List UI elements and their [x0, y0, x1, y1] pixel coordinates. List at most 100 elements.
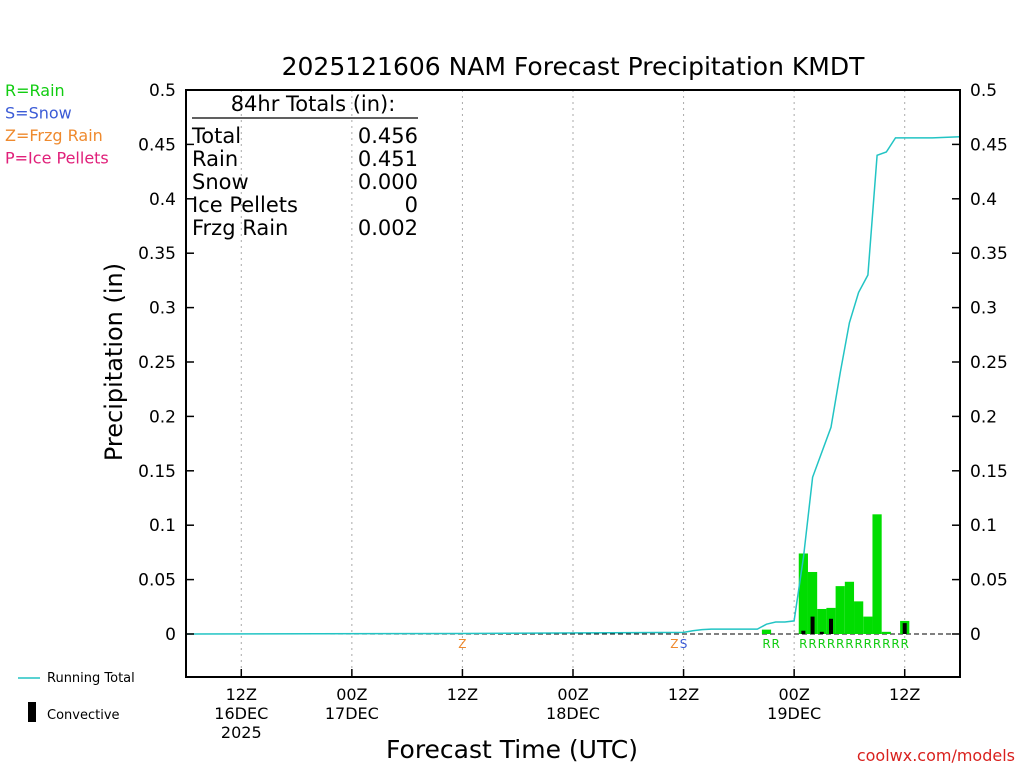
precip-bar: [854, 601, 864, 634]
totals-box: 84hr Totals (in): Total 0.456 Rain 0.451 Sno…: [191, 92, 418, 240]
bottom-legend: Running Total Convective: [18, 671, 135, 723]
precip-type-marker: R: [799, 637, 807, 651]
running-total-line: [185, 136, 961, 635]
convective-bars: [801, 616, 907, 634]
precip-type-legend-item: S=Snow: [5, 104, 72, 123]
convective-bar: [829, 618, 833, 634]
precip-bar: [817, 608, 827, 634]
y-tick-label: 0.45: [138, 135, 176, 155]
y-tick-label-right: 0: [970, 625, 981, 645]
running-total-legend-label: Running Total: [47, 671, 135, 686]
vertical-gridlines: [240, 90, 906, 677]
precip-type-marker: R: [864, 637, 872, 651]
totals-row-label: Ice Pellets: [192, 193, 298, 217]
totals-row-value: 0.000: [358, 170, 418, 194]
totals-row-value: 0.451: [358, 147, 418, 171]
convective-bar: [810, 616, 815, 634]
precip-bar: [844, 581, 855, 634]
x-tick-label: 2025: [221, 723, 262, 742]
y-tick-label-right: 0.35: [970, 244, 1008, 264]
convective-bar: [819, 631, 824, 634]
x-tick-label: 16DEC: [214, 704, 268, 723]
precip-bar: [761, 629, 772, 634]
x-tick-label: 00Z: [778, 685, 809, 704]
totals-header: 84hr Totals (in):: [231, 92, 396, 116]
precip-bar: [835, 586, 845, 634]
totals-row-label: Snow: [192, 170, 249, 194]
y-tick-label: 0.05: [138, 571, 176, 591]
totals-row-label: Rain: [192, 147, 238, 171]
y-tick-label-right: 0.5: [970, 81, 997, 101]
totals-row-value: 0.456: [358, 124, 418, 148]
x-tick-label: 12Z: [447, 685, 478, 704]
precip-type-legend-item: P=Ice Pellets: [5, 149, 109, 168]
y-tick-label-right: 0.4: [970, 190, 997, 210]
y-axis-label: Precipitation (in): [100, 263, 128, 461]
precip-type-marker: R: [845, 637, 853, 651]
precip-type-marker: R: [873, 637, 881, 651]
y-tick-label: 0.5: [149, 81, 176, 101]
totals-row-label: Total: [191, 124, 241, 148]
y-tick-label: 0.4: [149, 190, 176, 210]
x-tick-label: 12Z: [226, 685, 257, 704]
totals-row-label: Frzg Rain: [192, 216, 288, 240]
convective-legend-label: Convective: [47, 708, 120, 723]
y-tick-label: 0.35: [138, 244, 176, 264]
precip-type-marker: Z: [458, 637, 466, 651]
precip-type-marker: R: [762, 637, 770, 651]
convective-bar: [801, 630, 806, 634]
precip-type-marker: R: [854, 637, 862, 651]
precip-bar: [807, 571, 818, 634]
precip-type-marker: R: [836, 637, 844, 651]
credit-text: coolwx.com/models: [857, 746, 1015, 765]
x-tick-label: 00Z: [336, 685, 367, 704]
x-tick-label: 18DEC: [546, 704, 600, 723]
precip-type-marker: R: [827, 637, 835, 651]
y-tick-label-right: 0.05: [970, 571, 1008, 591]
precip-type-marker: R: [891, 637, 899, 651]
precip-type-marker: R: [818, 637, 826, 651]
y-tick-label: 0.1: [149, 516, 176, 536]
y-tick-label-right: 0.25: [970, 353, 1008, 373]
x-tick-label: 12Z: [668, 685, 699, 704]
convective-swatch: [28, 702, 36, 722]
precip-type-marker: R: [772, 637, 780, 651]
precip-bar: [863, 616, 873, 634]
precip-type-marker: R: [808, 637, 816, 651]
precip-bar: [881, 631, 891, 634]
y-tick-label-right: 0.45: [970, 135, 1008, 155]
y-tick-label: 0.15: [138, 462, 176, 482]
y-tick-label-right: 0.1: [970, 516, 997, 536]
precip-bars: [761, 514, 910, 634]
precip-type-legend-item: R=Rain: [5, 81, 65, 100]
precip-bar: [872, 514, 882, 634]
precip-type-legend-item: Z=Frzg Rain: [5, 126, 103, 145]
convective-bar: [902, 623, 907, 634]
x-tick-label: 17DEC: [325, 704, 379, 723]
y-tick-label: 0: [165, 625, 176, 645]
precip-bar: [798, 553, 808, 634]
totals-row-value: 0: [405, 193, 418, 217]
y-axis-left: 0 0.05 0.1 0.15 0.2 0.25 0.3 0.35 0.4 0.45 0.5: [138, 81, 194, 645]
y-tick-label: 0.25: [138, 353, 176, 373]
precip-type-marker: S: [680, 637, 688, 651]
totals-row-value: 0.002: [358, 216, 418, 240]
x-axis-label: Forecast Time (UTC): [386, 735, 638, 764]
y-tick-label-right: 0.3: [970, 299, 997, 319]
x-tick-label: 12Z: [889, 685, 920, 704]
y-tick-label-right: 0.2: [970, 407, 997, 427]
y-tick-label: 0.3: [149, 299, 176, 319]
precip-type-marker: Z: [670, 637, 678, 651]
x-tick-label: 00Z: [557, 685, 588, 704]
x-tick-label: 19DEC: [767, 704, 821, 723]
y-axis-right: 0 0.05 0.1 0.15 0.2 0.25 0.3 0.35 0.4 0.45 0.5: [952, 81, 1008, 645]
chart-title: 2025121606 NAM Forecast Precipitation KM…: [282, 52, 865, 81]
precip-type-marker: R: [901, 637, 909, 651]
y-tick-label-right: 0.15: [970, 462, 1008, 482]
precip-type-marker: R: [882, 637, 890, 651]
precip-type-legend: R=Rain S=Snow Z=Frzg Rain P=Ice Pellets: [5, 81, 109, 168]
y-tick-label: 0.2: [149, 407, 176, 427]
